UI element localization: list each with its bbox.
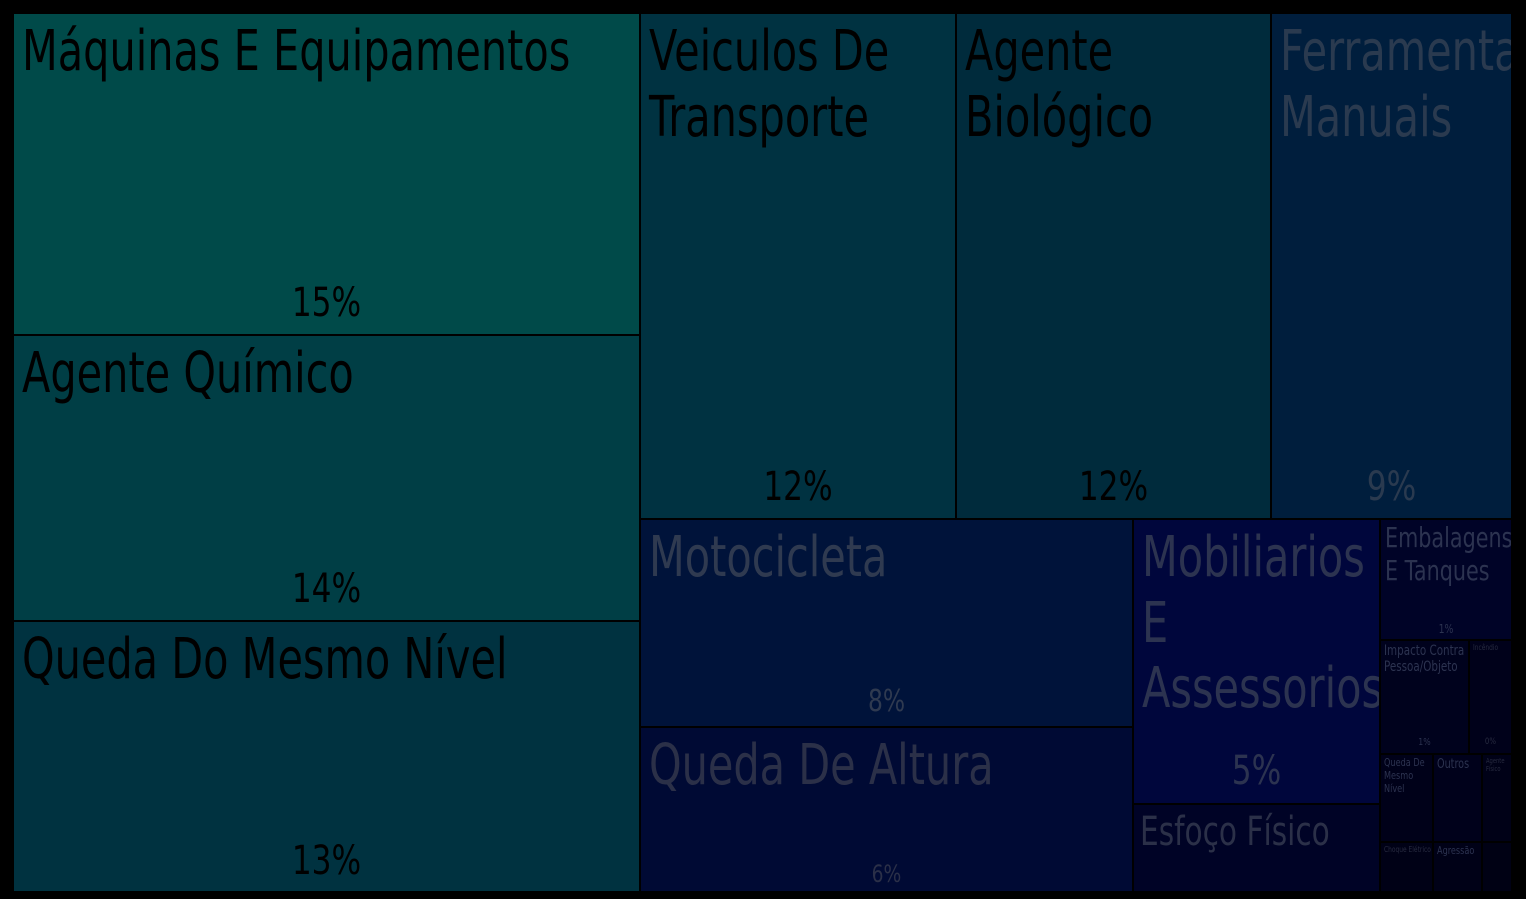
tile-percentage: 14% [291,566,362,612]
treemap-tile: Esfoço Físico [1133,804,1380,892]
treemap-tile [1482,842,1512,892]
treemap-tile: Mobiliarios E Assessorios 5% [1133,519,1380,804]
tile-percentage: 1% [1438,622,1454,636]
treemap-tile: Agente Biológico 12% [956,13,1271,519]
tile-percentage: 8% [867,684,906,719]
tile-percentage: 6% [871,860,902,888]
tile-label: Mobiliarios E Assessorios [1142,525,1380,722]
tile-percentage: 13% [291,838,362,884]
treemap-tile: Queda De Altura 6% [640,727,1133,892]
treemap-tile: Embalagens E Tanques 1% [1380,519,1512,640]
tile-label: Agente Químico [22,341,354,406]
tile-percentage: 12% [1078,464,1149,510]
tile-label: Veiculos De Transporte [649,19,890,150]
tile-percentage: 5% [1231,748,1282,794]
tile-label: Agressão [1437,844,1475,857]
tile-label: Impacto Contra Pessoa/Objeto [1384,643,1465,676]
tile-label: Máquinas E Equipamentos [22,19,571,84]
tile-label: Agente Físico [1486,757,1505,774]
tile-label: Queda De Mesmo Nível [1384,756,1425,795]
treemap-tile: Agente Físico [1482,754,1512,842]
tile-label: Choque Elétrico [1384,845,1431,854]
tile-label: Motocicleta [649,525,888,590]
tile-label: Agente Biológico [965,19,1154,150]
tile-percentage: 12% [763,464,833,510]
treemap-tile: Agente Químico 14% [13,335,640,621]
tile-label: Ferramentas Manuais [1280,19,1511,150]
treemap-tile: Choque Elétrico [1380,842,1433,892]
tile-label: Incêndio [1473,643,1499,652]
tile-label: Queda De Altura [649,733,994,798]
treemap-tile: Ferramentas Manuais 9% [1271,13,1512,519]
treemap-tile: Outros [1433,754,1482,842]
treemap-tile: Agressão [1433,842,1482,892]
tile-percentage: 0% [1484,737,1497,747]
tile-percentage: 1% [1418,737,1431,748]
tile-label: Embalagens E Tanques [1385,521,1512,587]
treemap-tile: Queda De Mesmo Nível [1380,754,1433,842]
treemap-tile: Veiculos De Transporte 12% [640,13,956,519]
treemap-tile: Impacto Contra Pessoa/Objeto 1% [1380,640,1469,754]
tile-percentage: 15% [291,280,362,326]
tile-label: Outros [1437,757,1470,772]
treemap-tile: Máquinas E Equipamentos 15% [13,13,640,335]
tile-label: Queda Do Mesmo Nível [22,627,508,692]
treemap-tile: Incêndio 0% [1469,640,1512,754]
treemap-tile: Queda Do Mesmo Nível 13% [13,621,640,892]
tile-label: Esfoço Físico [1140,809,1330,855]
treemap-tile: Motocicleta 8% [640,519,1133,727]
tile-percentage: 9% [1366,464,1417,510]
